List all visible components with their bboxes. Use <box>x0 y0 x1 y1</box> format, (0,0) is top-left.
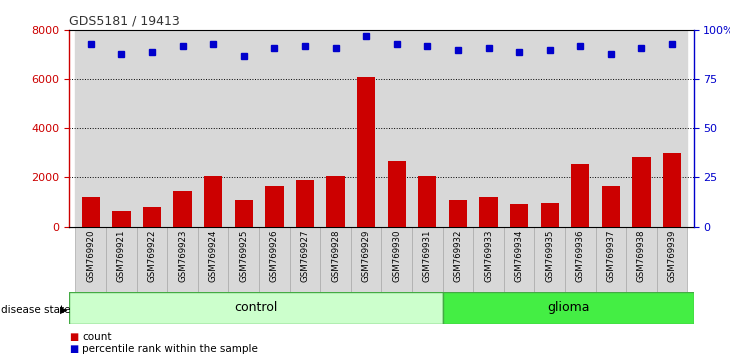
Text: GSM769939: GSM769939 <box>667 230 677 282</box>
Text: GSM769922: GSM769922 <box>147 230 156 282</box>
Bar <box>143 207 161 227</box>
Text: GSM769926: GSM769926 <box>270 230 279 282</box>
FancyBboxPatch shape <box>259 227 290 292</box>
Bar <box>412 30 442 227</box>
Bar <box>571 164 590 227</box>
Bar <box>602 186 620 227</box>
FancyBboxPatch shape <box>228 227 259 292</box>
Bar <box>663 153 681 227</box>
FancyBboxPatch shape <box>596 227 626 292</box>
Text: ▶: ▶ <box>60 305 67 315</box>
Bar <box>228 30 259 227</box>
Bar <box>540 203 559 227</box>
Bar <box>626 30 657 227</box>
FancyBboxPatch shape <box>351 227 381 292</box>
Bar <box>418 176 437 227</box>
Text: GSM769923: GSM769923 <box>178 230 187 282</box>
Bar <box>442 30 473 227</box>
Bar <box>204 176 223 227</box>
Text: GSM769929: GSM769929 <box>361 230 371 282</box>
FancyBboxPatch shape <box>75 227 106 292</box>
Text: count: count <box>82 332 112 342</box>
Bar <box>75 30 106 227</box>
Text: GSM769933: GSM769933 <box>484 230 493 282</box>
Bar <box>167 30 198 227</box>
Text: GSM769930: GSM769930 <box>392 230 402 282</box>
Text: glioma: glioma <box>547 302 589 314</box>
FancyBboxPatch shape <box>69 292 442 324</box>
FancyBboxPatch shape <box>473 227 504 292</box>
Text: disease state: disease state <box>1 305 71 315</box>
Text: ■: ■ <box>69 332 79 342</box>
Text: GSM769927: GSM769927 <box>301 230 310 282</box>
FancyBboxPatch shape <box>198 227 228 292</box>
Text: GSM769934: GSM769934 <box>515 230 523 282</box>
Text: GSM769938: GSM769938 <box>637 230 646 282</box>
Bar <box>510 205 529 227</box>
Text: GSM769931: GSM769931 <box>423 230 432 282</box>
Bar <box>137 30 167 227</box>
Bar <box>112 211 131 227</box>
Text: GSM769935: GSM769935 <box>545 230 554 282</box>
FancyBboxPatch shape <box>626 227 657 292</box>
Text: GSM769921: GSM769921 <box>117 230 126 282</box>
Text: GSM769936: GSM769936 <box>576 230 585 282</box>
Text: GSM769924: GSM769924 <box>209 230 218 282</box>
Bar <box>326 176 345 227</box>
Bar <box>259 30 290 227</box>
Bar <box>351 30 381 227</box>
FancyBboxPatch shape <box>565 227 596 292</box>
FancyBboxPatch shape <box>320 227 351 292</box>
Bar <box>632 156 650 227</box>
Bar <box>265 186 283 227</box>
Bar <box>234 200 253 227</box>
Bar <box>198 30 228 227</box>
Bar <box>320 30 351 227</box>
Bar <box>357 77 375 227</box>
Text: percentile rank within the sample: percentile rank within the sample <box>82 344 258 354</box>
FancyBboxPatch shape <box>504 227 534 292</box>
Bar <box>381 30 412 227</box>
FancyBboxPatch shape <box>657 227 688 292</box>
FancyBboxPatch shape <box>442 227 473 292</box>
Bar <box>596 30 626 227</box>
FancyBboxPatch shape <box>412 227 442 292</box>
FancyBboxPatch shape <box>534 227 565 292</box>
FancyBboxPatch shape <box>290 227 320 292</box>
Text: GDS5181 / 19413: GDS5181 / 19413 <box>69 14 180 27</box>
Text: control: control <box>234 302 277 314</box>
Bar <box>534 30 565 227</box>
Bar <box>657 30 688 227</box>
Text: GSM769928: GSM769928 <box>331 230 340 282</box>
Text: GSM769937: GSM769937 <box>607 230 615 282</box>
Bar <box>473 30 504 227</box>
FancyBboxPatch shape <box>167 227 198 292</box>
Bar <box>449 200 467 227</box>
Bar <box>388 161 406 227</box>
Text: GSM769920: GSM769920 <box>86 230 96 282</box>
Bar <box>565 30 596 227</box>
FancyBboxPatch shape <box>137 227 167 292</box>
Bar <box>174 191 192 227</box>
Bar <box>480 197 498 227</box>
FancyBboxPatch shape <box>442 292 694 324</box>
Text: ■: ■ <box>69 344 79 354</box>
Text: GSM769932: GSM769932 <box>453 230 462 282</box>
FancyBboxPatch shape <box>381 227 412 292</box>
Bar <box>290 30 320 227</box>
Bar <box>82 197 100 227</box>
Text: GSM769925: GSM769925 <box>239 230 248 282</box>
Bar <box>296 180 314 227</box>
Bar <box>504 30 534 227</box>
Bar <box>106 30 137 227</box>
FancyBboxPatch shape <box>106 227 137 292</box>
